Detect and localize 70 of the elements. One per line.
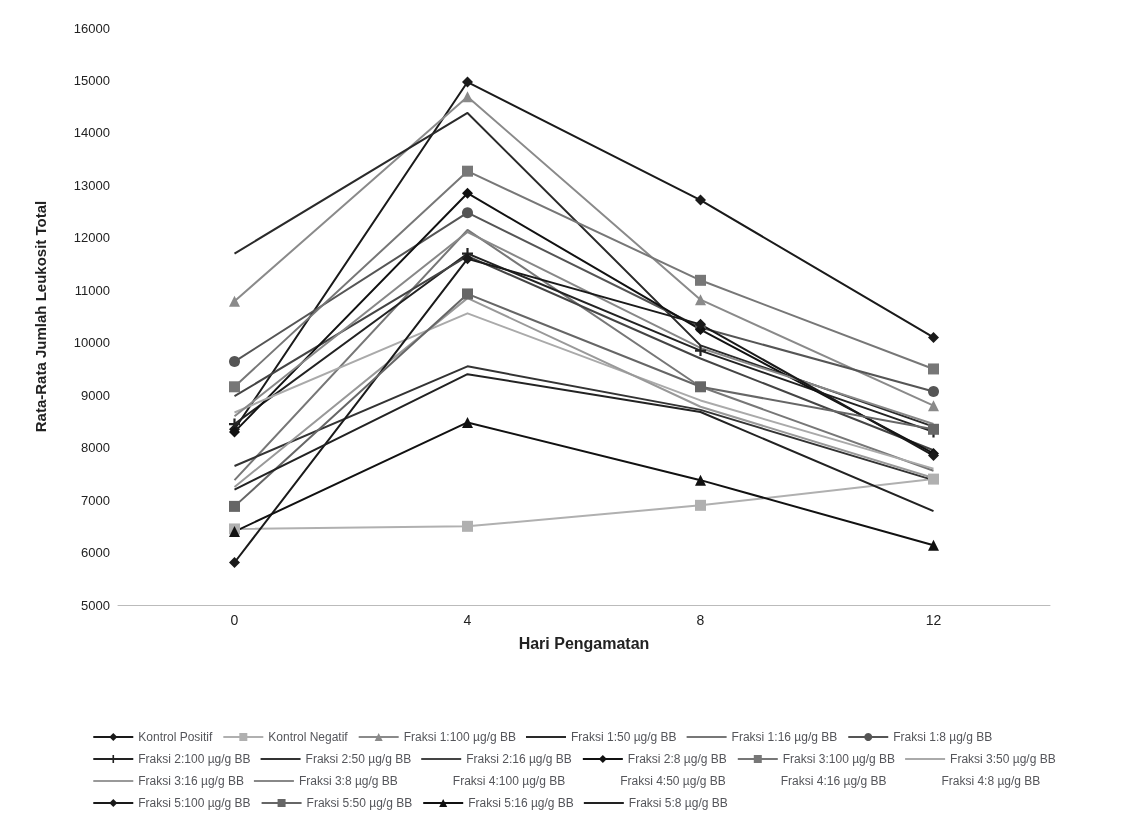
legend-label: Fraksi 2:100 µg/g BB bbox=[138, 752, 251, 766]
y-axis-title: Rata-Rata Jumlah Leukosit Total bbox=[32, 200, 49, 433]
point bbox=[695, 499, 706, 511]
point bbox=[928, 539, 939, 551]
legend-label: Fraksi 2:50 µg/g BB bbox=[305, 752, 412, 766]
point bbox=[695, 194, 706, 206]
legend-label: Fraksi 1:100 µg/g BB bbox=[403, 730, 516, 744]
point bbox=[462, 187, 473, 199]
legend-label: Fraksi 5:100 µg/g BB bbox=[138, 796, 251, 810]
y-tick-label: 16000 bbox=[73, 20, 110, 36]
legend-label: Fraksi 3:16 µg/g BB bbox=[138, 774, 244, 788]
legend-label: Kontrol Negatif bbox=[268, 730, 349, 744]
text: Fraksi 4:16 µg/g BB bbox=[780, 774, 887, 788]
point bbox=[695, 318, 706, 330]
point bbox=[462, 76, 473, 88]
y-tick-label: 15000 bbox=[73, 72, 110, 88]
point bbox=[695, 474, 706, 486]
text: Fraksi 4:100 µg/g BB bbox=[452, 774, 566, 788]
point bbox=[462, 520, 473, 532]
point bbox=[229, 356, 240, 368]
x-axis-title: Hari Pengamatan bbox=[518, 634, 650, 652]
point bbox=[229, 500, 240, 512]
point bbox=[462, 288, 473, 300]
point bbox=[928, 400, 939, 412]
point bbox=[928, 331, 939, 343]
legend-label: Fraksi 5:16 µg/g BB bbox=[468, 796, 574, 810]
y-tick-label: 7000 bbox=[81, 492, 110, 508]
point bbox=[462, 91, 473, 103]
y-tick-label: 14000 bbox=[73, 125, 110, 141]
point bbox=[229, 557, 240, 569]
text: Fraksi 4:50 µg/g BB bbox=[620, 774, 726, 788]
legend-label: Kontrol Positif bbox=[138, 730, 213, 744]
point bbox=[695, 381, 706, 393]
legend-label: Fraksi 1:50 µg/g BB bbox=[570, 730, 677, 744]
y-tick-label: 12000 bbox=[73, 230, 110, 246]
legend-label: Fraksi 2:8 µg/g BB bbox=[627, 752, 727, 766]
legend-label: Fraksi 2:16 µg/g BB bbox=[466, 752, 572, 766]
point bbox=[462, 207, 473, 219]
point bbox=[462, 416, 473, 428]
point bbox=[462, 165, 473, 177]
legend-label: Fraksi 3:100 µg/g BB bbox=[782, 752, 896, 766]
y-tick-label: 11000 bbox=[74, 282, 110, 298]
y-tick-label: 9000 bbox=[81, 387, 110, 403]
x-tick-label: 0 bbox=[230, 612, 239, 628]
point bbox=[928, 473, 939, 485]
point bbox=[462, 253, 473, 265]
x-tick-label: 12 bbox=[925, 612, 942, 628]
legend-label: Fraksi 5:50 µg/g BB bbox=[306, 796, 413, 810]
x-tick-label: 4 bbox=[463, 612, 472, 628]
point bbox=[928, 363, 939, 375]
y-tick-label: 6000 bbox=[81, 545, 110, 561]
y-tick-label: 8000 bbox=[81, 440, 110, 456]
legend-label: Fraksi 1:16 µg/g BB bbox=[731, 730, 838, 744]
text: Fraksi 4:8 µg/g BB bbox=[941, 774, 1041, 788]
point bbox=[695, 345, 706, 357]
point bbox=[695, 274, 706, 286]
legend-label: Fraksi 5:8 µg/g BB bbox=[628, 796, 728, 810]
x-tick-label: 8 bbox=[696, 612, 705, 628]
y-tick-label: 13000 bbox=[73, 177, 110, 193]
point bbox=[229, 381, 240, 393]
y-tick-label: 5000 bbox=[81, 597, 110, 613]
y-tick-label: 10000 bbox=[73, 335, 110, 351]
point bbox=[695, 294, 706, 306]
point bbox=[229, 295, 240, 307]
legend-label: Fraksi 3:8 µg/g BB bbox=[298, 774, 398, 788]
line-series bbox=[233, 312, 935, 470]
line-series bbox=[233, 228, 935, 482]
legend-label: Fraksi 1:8 µg/g BB bbox=[893, 730, 993, 744]
point bbox=[928, 386, 939, 398]
legend-label: Fraksi 3:50 µg/g BB bbox=[950, 752, 1056, 766]
